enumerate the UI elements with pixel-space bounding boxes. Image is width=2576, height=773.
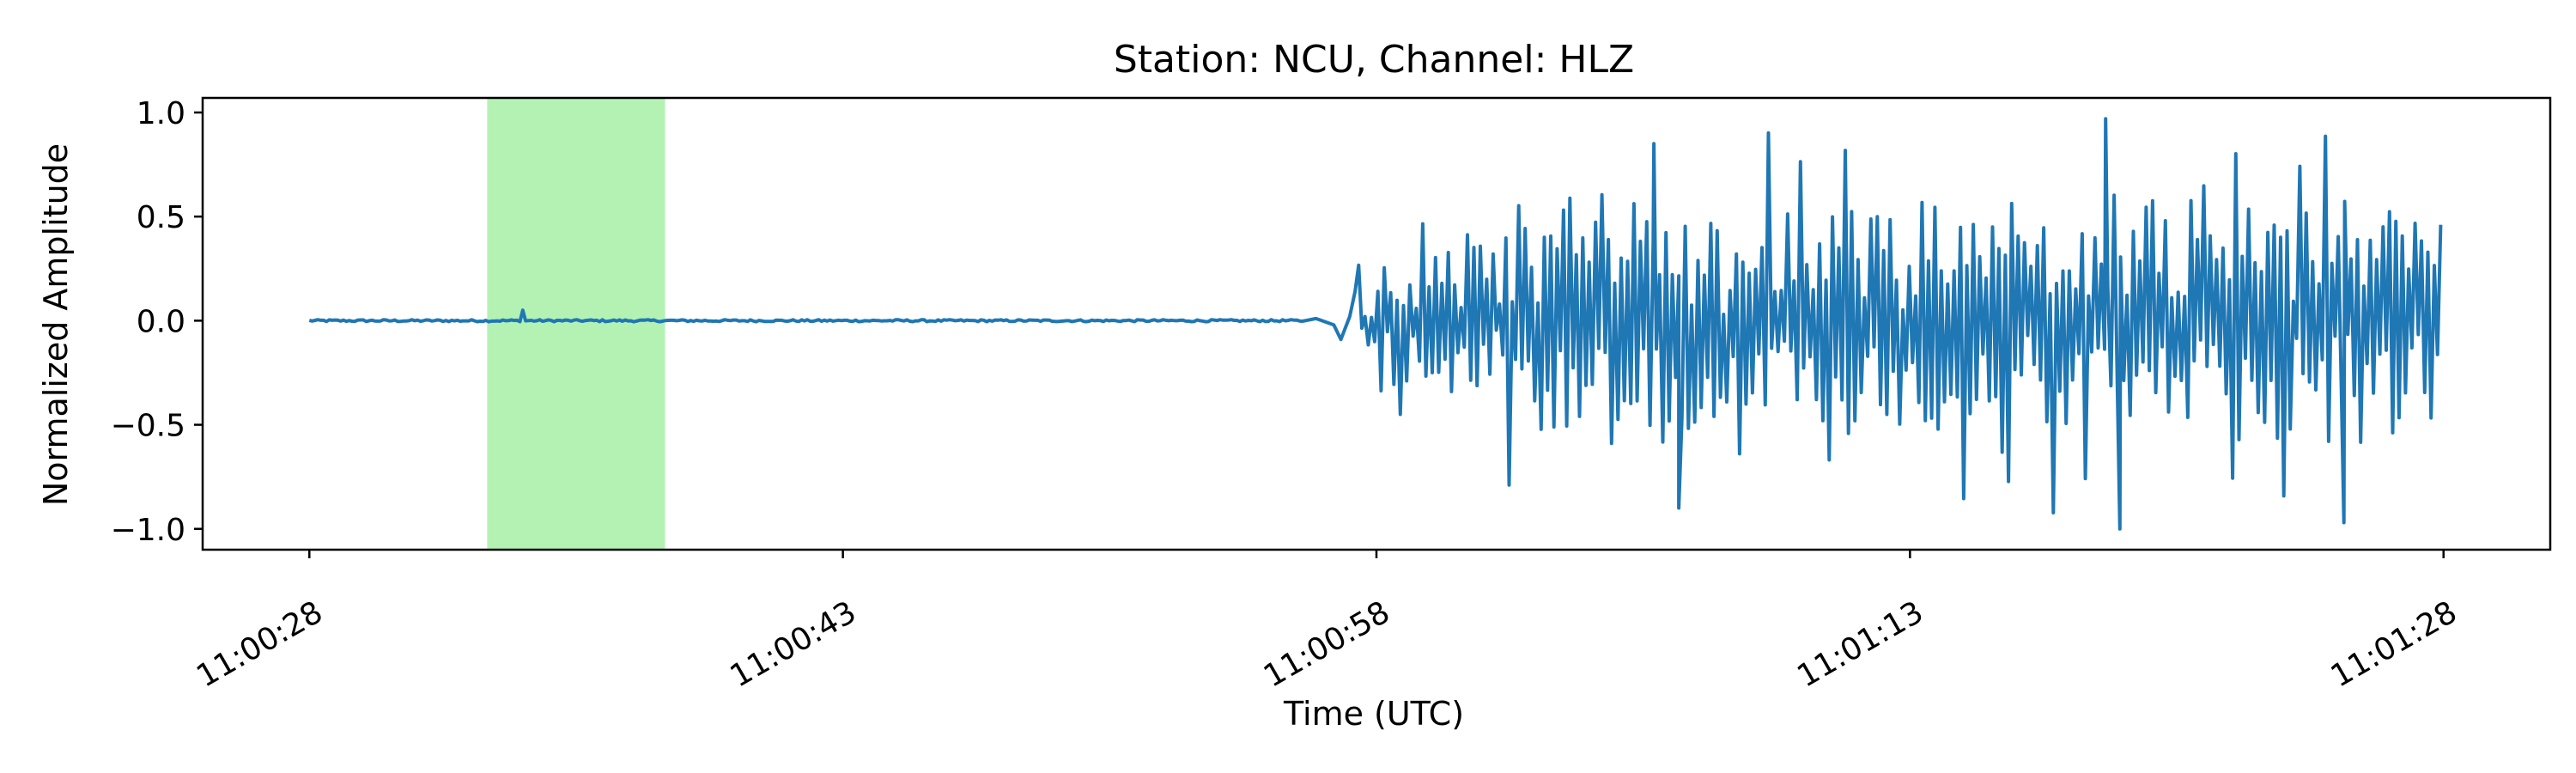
x-tick-label: 11:00:28 [191,594,329,694]
x-tick-label: 11:00:58 [1258,594,1396,694]
x-axis-label: Time (UTC) [1283,695,1464,733]
y-tick-label: 0.0 [137,304,185,339]
y-axis-label: Normalized Amplitude [37,143,75,506]
x-tick-label: 11:01:13 [1791,594,1929,694]
x-tick-label: 11:00:43 [725,594,863,694]
y-tick-label: 1.0 [137,96,185,131]
y-tick-label: −0.5 [111,409,185,444]
highlight-window [487,98,665,550]
chart-title: Station: NCU, Channel: HLZ [1114,38,1634,82]
axes: 1.0 0.5 0.0 −0.5 −1.0 11:00:28 11:00:43 11:00:5… [111,96,2552,695]
plot-area [308,98,2443,550]
x-tick-label: 11:01:28 [2325,594,2464,694]
y-tick-label: −1.0 [111,513,185,548]
y-tick-label: 0.5 [137,200,185,235]
waveform-line [308,117,2443,531]
